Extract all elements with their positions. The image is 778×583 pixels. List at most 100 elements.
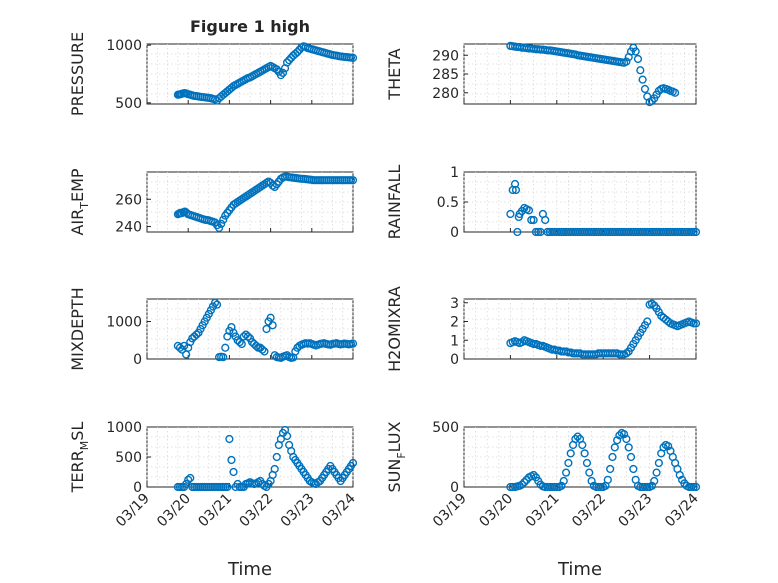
- y-tick-label: 1000: [106, 420, 142, 436]
- data-point: [622, 57, 631, 66]
- data-point: [270, 464, 279, 474]
- data-point: [643, 482, 652, 492]
- panel-h2omixra: 0 1 2 3 H2OMIXRA: [385, 286, 701, 372]
- panel-pressure: 500 1000 PRESSURE Figure 1 high: [68, 17, 358, 116]
- data-point: [615, 431, 624, 440]
- data-point: [626, 452, 636, 462]
- y-tick-label: 3: [450, 296, 459, 312]
- data-point: [179, 341, 189, 350]
- data-point: [212, 96, 222, 105]
- data-point: [559, 476, 568, 486]
- y-tick-label: 240: [115, 220, 142, 236]
- data-point: [552, 482, 561, 492]
- data-point: [647, 299, 657, 308]
- data-point: [219, 215, 228, 224]
- data-point: [225, 434, 234, 444]
- data-point: [527, 215, 536, 225]
- data-point: [293, 47, 302, 57]
- data-point: [175, 343, 185, 352]
- data-point: [529, 470, 538, 480]
- data-point: [629, 464, 638, 474]
- data-point: [691, 482, 701, 492]
- data-point: [608, 452, 617, 462]
- data-point: [223, 482, 232, 492]
- data-point: [285, 56, 294, 65]
- data-point: [511, 185, 521, 195]
- data-point: [659, 443, 668, 452]
- y-axis-label: PRESSURE: [68, 32, 87, 116]
- data-point: [212, 300, 222, 309]
- data-point: [531, 227, 541, 237]
- y-tick-label: 290: [432, 48, 459, 64]
- data-point: [243, 332, 253, 341]
- data-point: [564, 458, 573, 468]
- data-point: [689, 227, 698, 237]
- data-point: [272, 452, 281, 462]
- data-point: [582, 458, 592, 468]
- data-point: [561, 468, 571, 477]
- data-point: [282, 431, 292, 441]
- data-point: [278, 68, 288, 77]
- data-point: [610, 443, 619, 452]
- data-point: [643, 317, 652, 326]
- data-point: [192, 330, 201, 339]
- data-point: [227, 455, 236, 465]
- y-axis-label: TERRMSL: [68, 422, 91, 494]
- data-point: [529, 215, 538, 225]
- data-point: [622, 349, 631, 358]
- data-point: [262, 324, 271, 334]
- chart-title: Figure 1 high: [190, 17, 310, 36]
- data-point: [210, 298, 220, 307]
- x-axis-label: Time: [227, 559, 272, 580]
- axes-box: [146, 298, 354, 360]
- data-point: [276, 71, 286, 80]
- data-point: [671, 88, 680, 97]
- data-point: [636, 66, 645, 75]
- data-point: [613, 436, 622, 445]
- data-point: [348, 53, 358, 62]
- data-point: [260, 347, 269, 356]
- data-point: [580, 449, 589, 458]
- data-point: [217, 219, 226, 228]
- data-point: [513, 227, 522, 237]
- data-point: [587, 476, 596, 486]
- data-point: [252, 341, 261, 350]
- y-tick-label: 280: [432, 86, 459, 102]
- data-point: [687, 482, 696, 492]
- data-point: [603, 475, 612, 484]
- data-point: [573, 432, 582, 441]
- data-point: [215, 223, 224, 233]
- y-axis-label: H2OMIXRA: [385, 286, 404, 372]
- y-axis-label: THETA: [385, 48, 404, 100]
- y-tick-label: 0: [133, 480, 142, 496]
- data-point: [617, 350, 626, 359]
- y-tick-label: 0: [450, 225, 459, 241]
- data-point: [622, 434, 631, 444]
- y-tick-label: 0: [450, 480, 459, 496]
- data-point: [534, 227, 543, 237]
- data-point: [654, 458, 663, 468]
- y-tick-label: 1: [450, 165, 459, 181]
- y-tick-label: 500: [115, 96, 142, 112]
- data-point: [689, 319, 698, 328]
- data-point: [291, 49, 300, 58]
- y-axis-label: RAINFALL: [385, 165, 404, 240]
- y-tick-label: 2: [450, 315, 459, 331]
- data-point: [219, 353, 228, 362]
- y-tick-label: 1000: [106, 38, 142, 54]
- y-tick-label: 500: [115, 450, 142, 466]
- y-tick-label: 1: [450, 333, 459, 349]
- data-point: [510, 179, 520, 189]
- panel-mixdepth: 0 1000 MIXDEPTH: [68, 287, 358, 371]
- data-point: [268, 321, 277, 330]
- y-tick-label: 0: [133, 352, 142, 368]
- data-point: [596, 482, 605, 492]
- data-point: [348, 176, 358, 185]
- y-tick-label: 500: [432, 420, 459, 436]
- data-point: [184, 475, 193, 484]
- data-point: [571, 434, 580, 444]
- data-point: [287, 53, 296, 62]
- y-tick-label: 0: [450, 352, 459, 368]
- data-point: [235, 338, 244, 347]
